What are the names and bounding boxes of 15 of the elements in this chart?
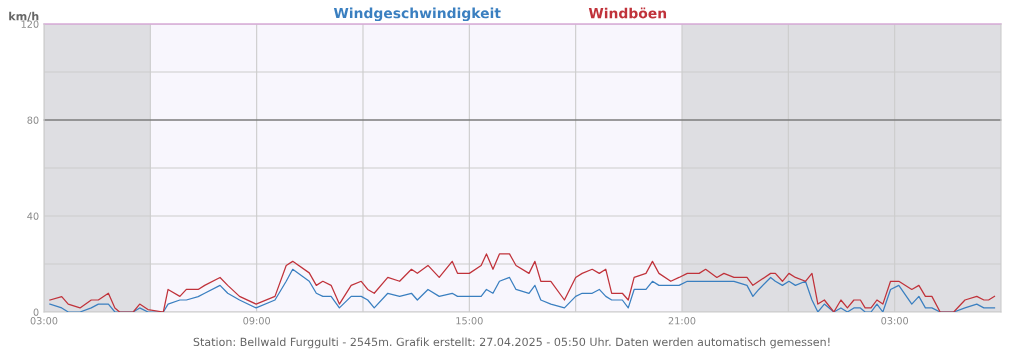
line-series (49, 268, 996, 312)
x-tick-label: 03:00 (30, 317, 58, 325)
text: Windböen (588, 7, 667, 19)
x-tick-label: 09:00 (243, 317, 271, 325)
y-tick-label: 40 (27, 212, 39, 220)
text: Windgeschwindigkeit (333, 7, 501, 22)
x-tick-label: 03:00 (881, 317, 909, 325)
y-tick-label: 80 (27, 116, 39, 124)
y-axis-title: km/h (9, 11, 39, 22)
y-tick-label: 120 (21, 20, 39, 28)
x-tick-label: 21:00 (668, 317, 696, 325)
x-tick-label: 15:00 (456, 317, 483, 325)
line-series (49, 253, 996, 312)
text: Station: Bellwald Furggulti - 2545m. Grafik erstellt: 27.04.2025 - 05:50 Uhr. Daten werden automatisch gemessen! (193, 337, 830, 349)
y-tick-label: 0 (33, 308, 39, 316)
